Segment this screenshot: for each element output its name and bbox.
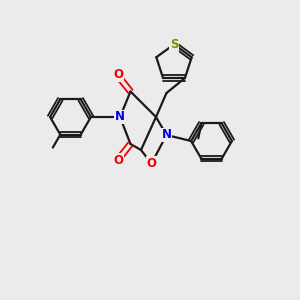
Text: O: O bbox=[146, 157, 157, 170]
Text: O: O bbox=[113, 68, 124, 82]
Text: O: O bbox=[113, 154, 124, 167]
Text: N: N bbox=[115, 110, 125, 124]
Text: S: S bbox=[170, 38, 178, 51]
Text: N: N bbox=[161, 128, 172, 142]
